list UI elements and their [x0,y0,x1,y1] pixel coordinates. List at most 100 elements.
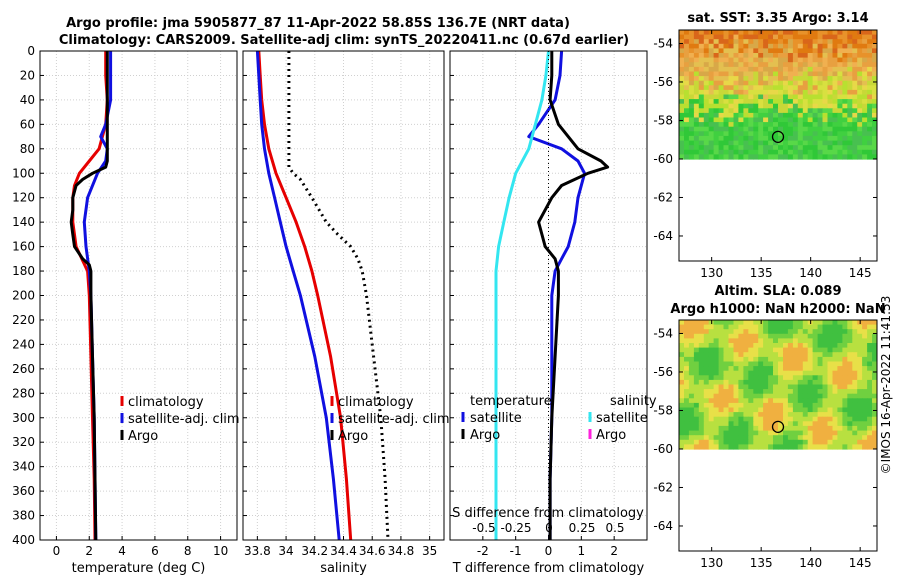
map-cell [837,94,843,100]
map-cell [743,99,749,105]
map-cell [743,356,749,363]
map-cell [718,48,725,54]
map-cell [708,48,715,54]
map-cell [708,430,715,436]
map-cell [817,347,824,353]
map-cell [807,126,814,132]
map-cell [802,333,809,339]
map-cell [684,131,690,137]
map-cell [703,402,710,409]
map-cell [852,149,858,155]
map-cell [837,444,843,450]
map-cell [787,117,794,123]
map-cell [748,30,754,36]
y-tick-label: 120 [12,191,35,205]
map-cell [684,329,690,335]
map-cell [723,333,729,339]
map-cell [763,126,769,132]
map-cell [708,126,715,132]
map-cell [862,94,868,100]
map-cell [847,154,853,160]
map-x-tick-label: 135 [750,556,773,570]
map-cell [783,34,789,40]
map-cell [792,135,799,142]
map-cell [783,343,789,349]
map-cell [842,71,848,77]
map-cell [768,338,774,344]
map-cell [787,402,794,409]
map-cell [733,384,739,390]
map-cell [852,352,858,358]
map-cell [872,421,878,427]
map-cell [768,320,774,326]
map-cell [758,407,764,413]
map-cell [792,154,799,160]
map-cell [842,66,848,73]
x-tick-label: 35 [422,544,437,558]
map-cell [773,435,779,441]
map-cell [684,402,690,409]
map-cell [862,135,868,142]
map-cell [763,103,769,109]
map-cell [698,439,705,445]
map-cell [783,356,789,363]
map-cell [773,89,779,96]
map-cell [684,62,690,68]
map-cell [827,126,833,132]
map-cell [842,389,848,395]
map-cell [862,375,868,381]
map-cell [792,435,799,441]
map-cell [748,108,754,114]
map-cell [822,439,828,445]
map-cell [728,421,734,427]
map-cell [693,99,700,105]
map-cell [867,356,873,363]
map-cell [787,99,794,105]
map-cell [872,398,878,404]
map-cell [867,154,873,160]
map-cell [684,71,690,77]
map-cell [684,149,690,155]
map-cell [797,352,804,358]
map-cell [743,85,749,91]
map-cell [787,398,794,404]
map-cell [832,112,838,119]
map-cell [827,356,833,363]
map-cell [733,99,739,105]
map-cell [728,444,734,450]
map-cell [797,435,804,441]
map-cell [743,324,749,330]
map-cell [703,384,710,390]
map-cell [787,140,794,146]
map-cell [867,435,873,441]
map-cell [698,435,705,441]
map-cell [817,439,824,445]
map-cell [698,117,705,123]
map-cell [728,361,734,367]
map-cell [713,324,720,330]
map-cell [738,48,744,54]
map-cell [733,89,739,96]
map-cell [679,435,685,441]
map-cell [763,398,769,404]
map-cell [768,99,774,105]
map-cell [852,366,858,372]
map-cell [862,407,868,413]
map-cell [867,343,873,349]
map-cell [679,356,685,363]
map-cell [768,370,774,376]
map-cell [842,444,848,450]
map-cell [718,352,725,358]
map-cell [797,140,804,146]
map-cell [802,53,809,59]
map-cell [792,343,799,349]
map-cell [684,94,690,100]
map-cell [827,89,833,96]
map-cell [738,439,744,445]
map-cell [832,30,838,36]
map-cell [778,89,784,96]
map-cell [783,135,789,142]
map-cell [698,126,705,132]
map-cell [817,444,824,450]
map-cell [684,320,690,326]
